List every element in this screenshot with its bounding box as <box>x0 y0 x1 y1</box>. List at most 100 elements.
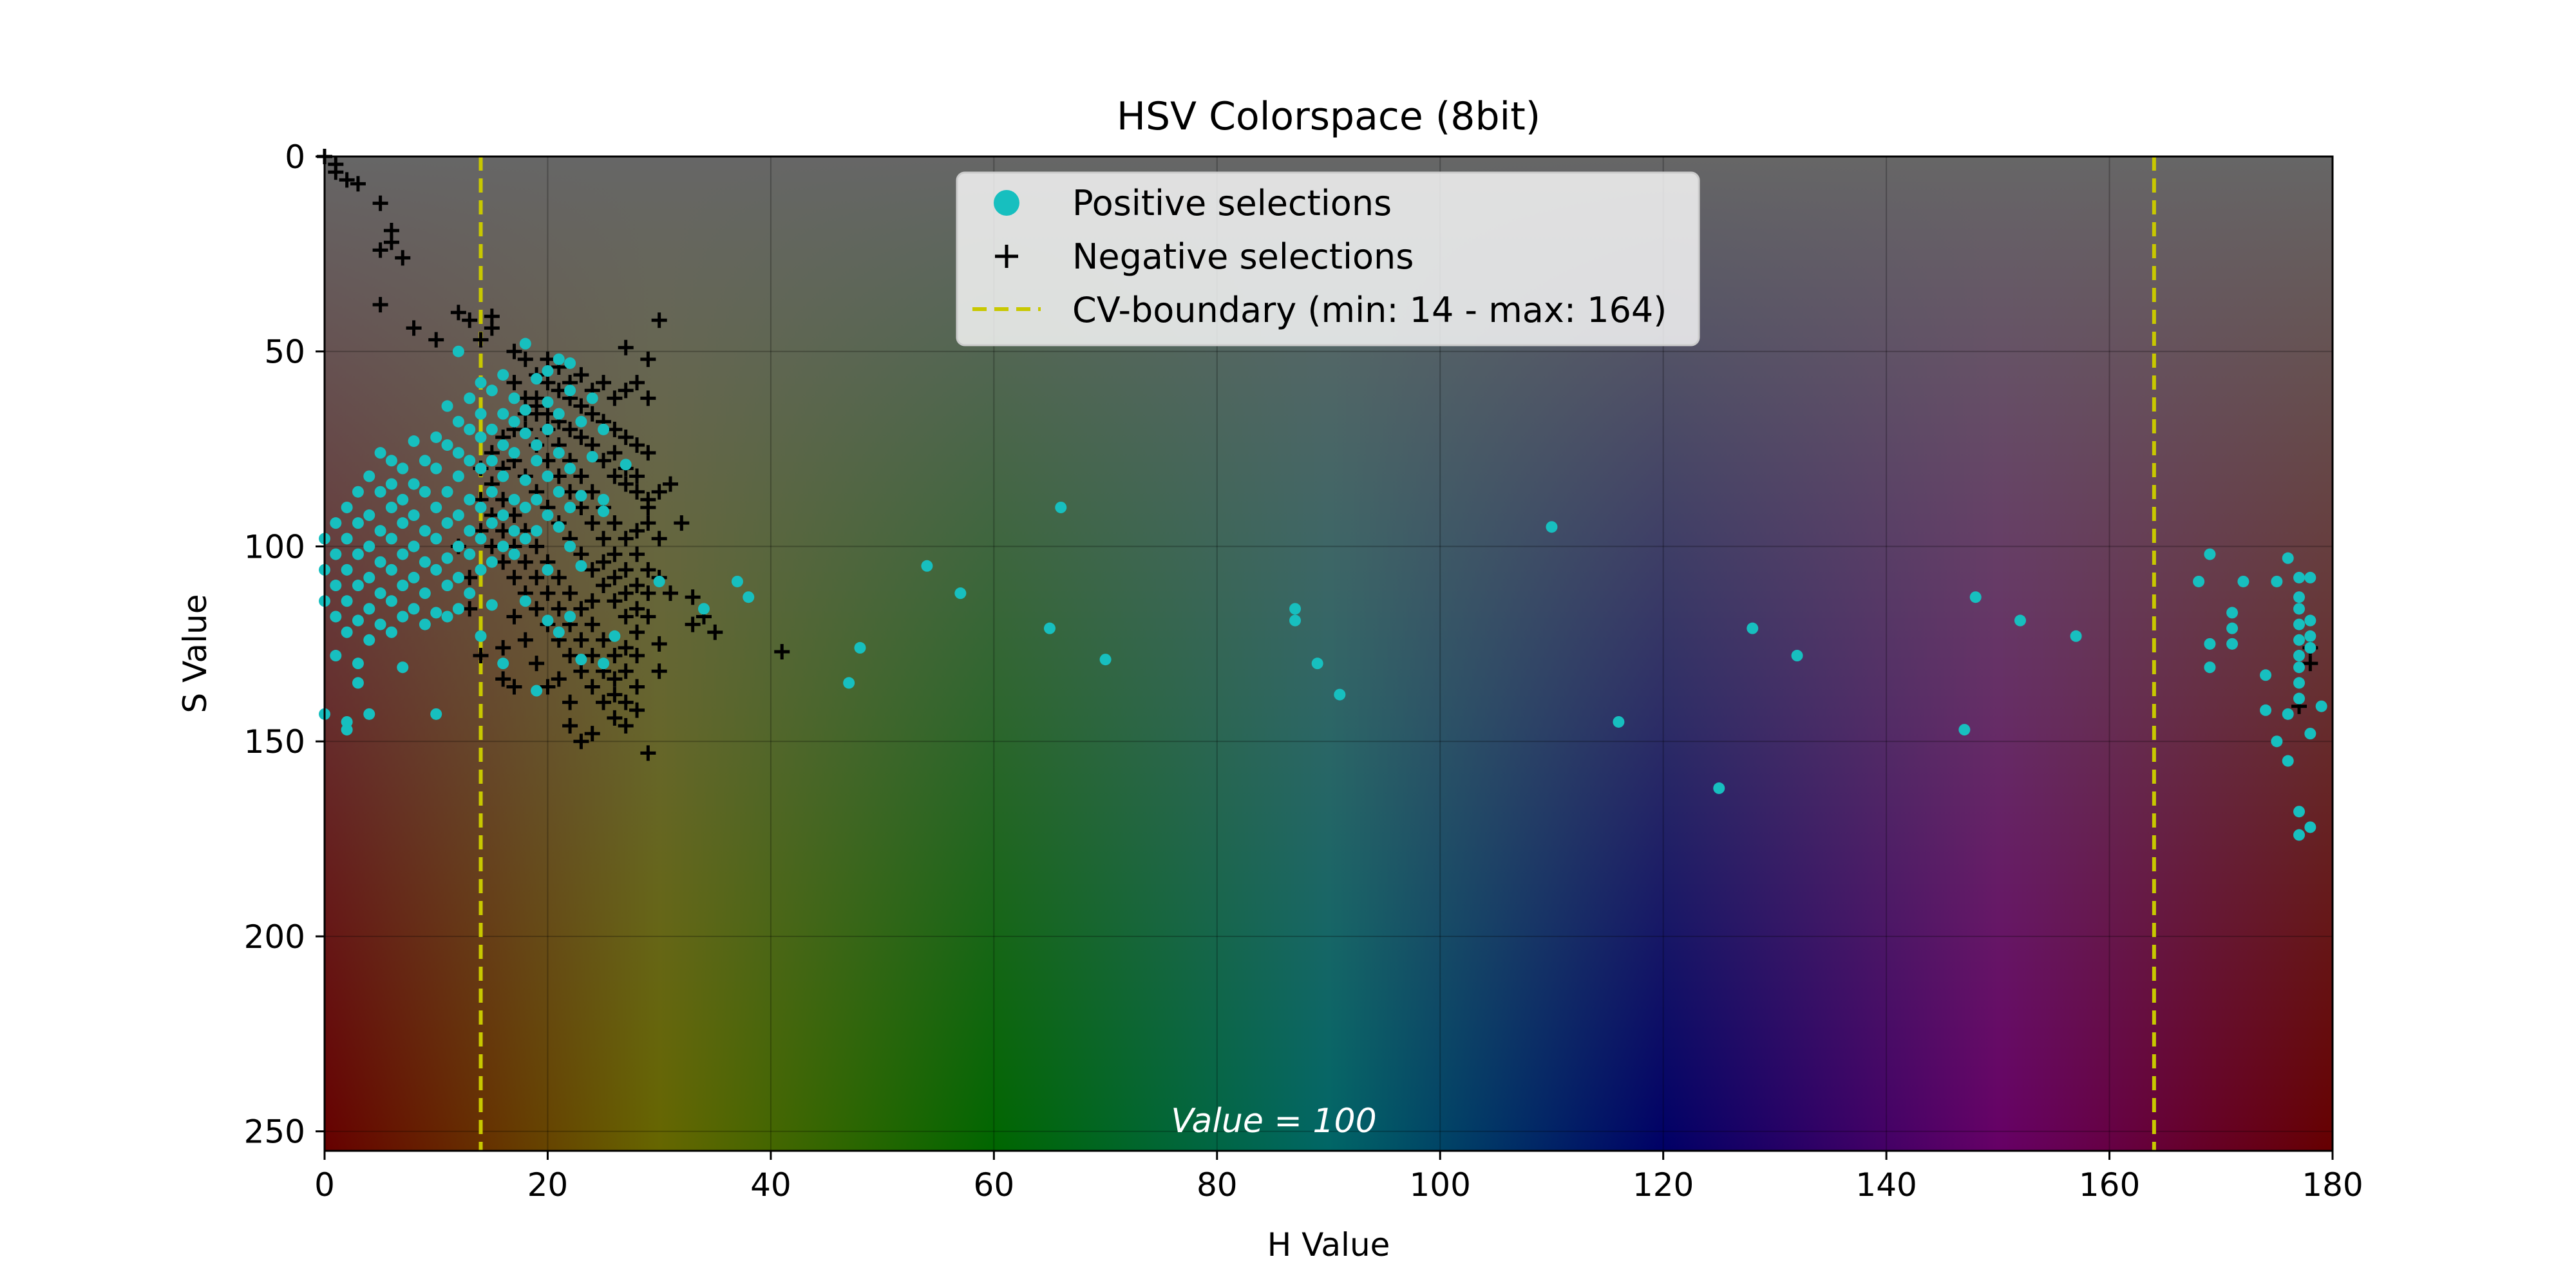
positive-point <box>1747 622 1759 634</box>
positive-point <box>508 415 520 428</box>
y-tick-label: 100 <box>244 528 305 565</box>
negative-point <box>372 195 388 211</box>
negative-point <box>685 616 701 632</box>
negative-point <box>618 585 634 601</box>
positive-point <box>564 357 576 369</box>
negative-point <box>584 437 600 453</box>
negative-point <box>484 320 500 336</box>
positive-point <box>2260 669 2272 681</box>
positive-point <box>341 595 353 607</box>
positive-point <box>1958 724 1971 736</box>
negative-point <box>629 375 645 391</box>
positive-point <box>542 396 554 408</box>
negative-point <box>406 320 422 336</box>
positive-point <box>2293 677 2306 689</box>
positive-point <box>2304 571 2316 583</box>
positive-point <box>531 373 543 385</box>
x-tick-label: 160 <box>2079 1166 2140 1204</box>
positive-point <box>464 525 476 537</box>
positive-point <box>564 611 576 623</box>
negative-point <box>395 250 411 266</box>
x-tick-label: 140 <box>1855 1166 1917 1204</box>
negative-point <box>328 164 344 180</box>
positive-point <box>408 478 420 490</box>
positive-point <box>531 439 543 451</box>
negative-point <box>640 609 656 625</box>
positive-point <box>1289 603 1302 615</box>
y-tick-label: 150 <box>244 723 305 761</box>
positive-point <box>430 607 442 619</box>
negative-point <box>372 242 388 258</box>
positive-point <box>330 580 342 592</box>
negative-point <box>529 601 545 617</box>
positive-point <box>408 435 420 448</box>
negative-point <box>596 578 612 594</box>
positive-point <box>542 470 554 482</box>
positive-point <box>397 548 409 560</box>
positive-point <box>553 353 565 365</box>
positive-point <box>609 630 621 642</box>
positive-point <box>620 459 632 471</box>
negative-point <box>573 367 589 383</box>
negative-point <box>495 554 511 570</box>
negative-point <box>618 718 634 734</box>
positive-point <box>1099 654 1112 666</box>
positive-point <box>430 533 442 545</box>
negative-point <box>640 351 656 367</box>
positive-point <box>2304 614 2316 627</box>
positive-point <box>464 493 476 506</box>
positive-point <box>2293 829 2306 841</box>
positive-point <box>397 462 409 475</box>
y-tick-label: 250 <box>244 1113 305 1151</box>
positive-point <box>408 540 420 553</box>
positive-point <box>531 493 543 506</box>
positive-point <box>2070 630 2082 642</box>
positive-point <box>419 455 431 467</box>
negative-point <box>618 531 634 547</box>
negative-point <box>506 375 522 391</box>
x-axis-label: H Value <box>1267 1226 1390 1264</box>
negative-point <box>618 639 634 656</box>
negative-point <box>450 305 466 321</box>
positive-point <box>921 560 933 572</box>
negative-point <box>462 569 478 585</box>
positive-point <box>486 455 498 467</box>
positive-point <box>430 431 442 443</box>
negative-point <box>562 648 578 664</box>
positive-point <box>497 658 509 670</box>
negative-point <box>2302 656 2318 672</box>
positive-point <box>452 509 464 522</box>
positive-point <box>330 650 342 662</box>
positive-point <box>475 501 487 513</box>
negative-point <box>629 484 645 500</box>
negative-point <box>383 234 399 251</box>
positive-point <box>475 377 487 389</box>
negative-point <box>629 468 645 484</box>
positive-point <box>2193 575 2205 587</box>
positive-point <box>575 560 587 572</box>
negative-point <box>629 679 645 695</box>
positive-point <box>586 451 598 463</box>
positive-point <box>385 455 397 467</box>
positive-point <box>341 715 353 728</box>
positive-point <box>2304 630 2316 642</box>
positive-point <box>363 509 375 522</box>
positive-point <box>330 611 342 623</box>
positive-point <box>542 614 554 627</box>
negative-point <box>584 593 600 609</box>
negative-point <box>495 523 511 539</box>
value-annotation: Value = 100 <box>1171 1102 1376 1141</box>
positive-point <box>2293 661 2306 674</box>
positive-point <box>430 462 442 475</box>
negative-point <box>484 538 500 554</box>
y-tick-label: 50 <box>264 334 305 371</box>
negative-point <box>584 648 600 664</box>
positive-point <box>2293 806 2306 818</box>
positive-point <box>363 470 375 482</box>
legend-negative-label: Negative selections <box>1072 236 1414 277</box>
positive-point <box>598 423 610 435</box>
negative-point <box>618 429 634 445</box>
positive-point <box>374 525 386 537</box>
negative-point <box>607 710 623 726</box>
positive-point <box>697 603 710 615</box>
